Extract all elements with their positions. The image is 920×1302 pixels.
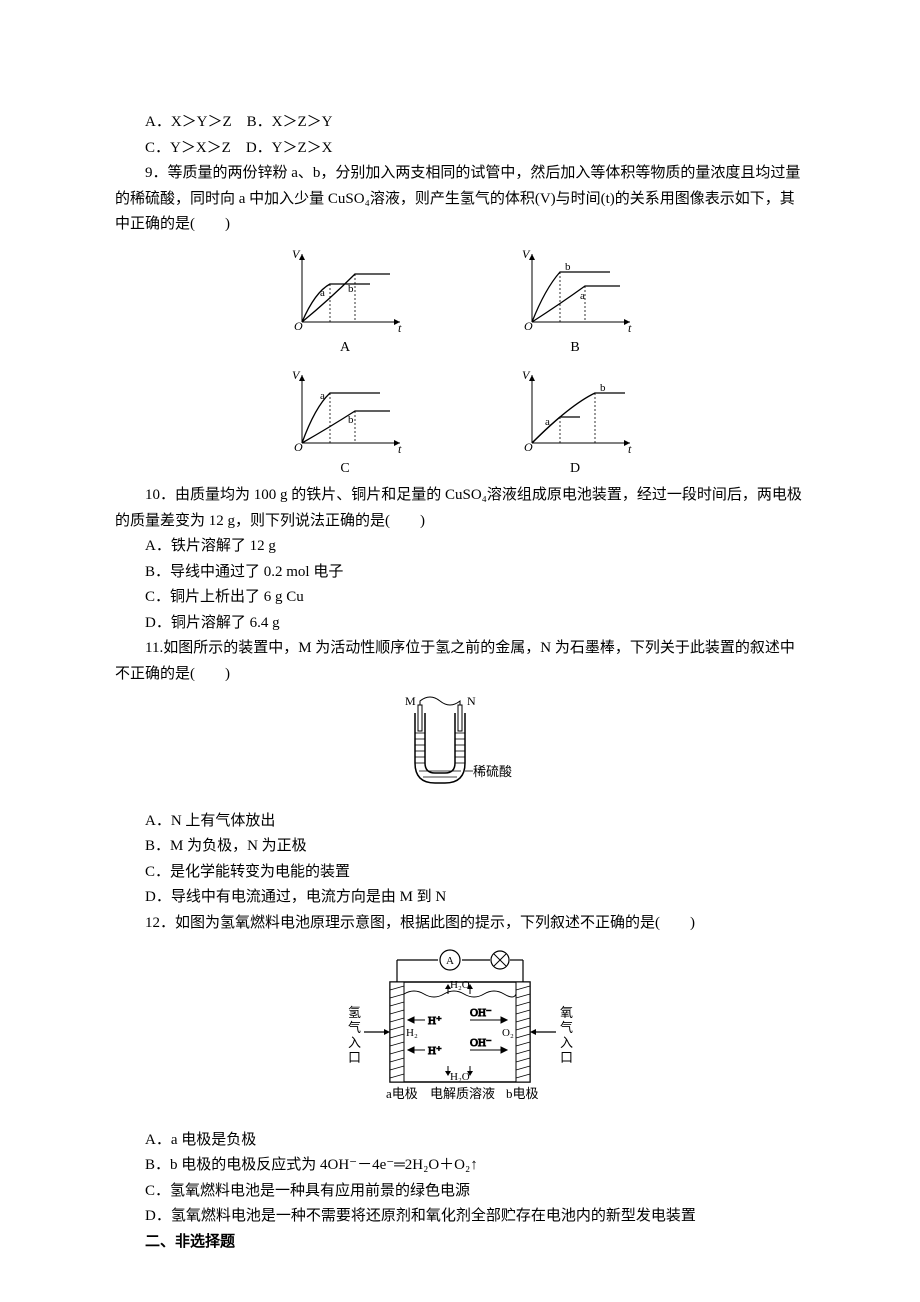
svg-text:H⁺: H⁺: [428, 1015, 442, 1027]
svg-text:OH⁻: OH⁻: [470, 1037, 492, 1049]
q11-optD: D．导线中有电流通过，电流方向是由 M 到 N: [115, 885, 805, 911]
q9-graph-C: O t V a b: [280, 365, 410, 455]
q11-diagram-wrap: M N 稀硫酸: [115, 693, 805, 803]
q10-optB: B．导线中通过了 0.2 mol 电子: [115, 560, 805, 586]
q9-label-C: C: [340, 457, 349, 481]
svg-text:b: b: [600, 382, 606, 394]
svg-text:H⁺: H⁺: [428, 1045, 442, 1057]
q9-fig-row2: O t V a b C O t V: [115, 365, 805, 481]
svg-text:t: t: [628, 442, 632, 455]
svg-text:O₂: O₂: [502, 1027, 514, 1039]
svg-text:H₂: H₂: [406, 1027, 418, 1039]
q12-optA: A．a 电极是负极: [115, 1128, 805, 1154]
svg-text:a电极: a电极: [386, 1086, 418, 1101]
q12-diagram-wrap: A H₂O H₂O H⁺ OH⁻ H⁺ OH⁻ H₂: [115, 942, 805, 1122]
svg-text:a: a: [580, 290, 585, 302]
svg-text:氧: 氧: [560, 1005, 573, 1020]
svg-text:口: 口: [348, 1050, 361, 1065]
svg-text:O: O: [294, 319, 303, 333]
page: A．X＞Y＞Z B．X＞Z＞Y C．Y＞X＞Z D．Y＞Z＞X 9．等质量的两份…: [0, 0, 920, 1302]
svg-text:H₂O: H₂O: [450, 1071, 470, 1083]
svg-text:b: b: [565, 261, 571, 273]
svg-text:a: a: [545, 416, 550, 428]
q10-stem: 10．由质量均为 100 g 的铁片、铜片和足量的 CuSO₄溶液组成原电池装置…: [115, 483, 805, 534]
section-2-heading: 二、非选择题: [115, 1230, 805, 1256]
q9-label-A: A: [340, 336, 350, 360]
q8-opt-line2: C．Y＞X＞Z D．Y＞Z＞X: [115, 136, 805, 162]
q9-fig-D: O t V b a D: [510, 365, 640, 481]
q11-optB: B．M 为负极，N 为正极: [115, 834, 805, 860]
q8-opt-line1: A．X＞Y＞Z B．X＞Z＞Y: [115, 110, 805, 136]
q11-optA: A．N 上有气体放出: [115, 809, 805, 835]
q9-fig-C: O t V a b C: [280, 365, 410, 481]
svg-text:a: a: [320, 287, 325, 299]
q9-label-D: D: [570, 457, 580, 481]
svg-text:t: t: [398, 442, 402, 455]
svg-text:a: a: [320, 390, 325, 402]
q12-optD: D．氢氧燃料电池是一种不需要将还原剂和氧化剂全部贮存在电池内的新型发电装置: [115, 1204, 805, 1230]
svg-text:A: A: [446, 955, 454, 967]
svg-text:b: b: [348, 414, 354, 426]
q12-diagram: A H₂O H₂O H⁺ OH⁻ H⁺ OH⁻ H₂: [330, 942, 590, 1112]
svg-text:入: 入: [560, 1035, 573, 1050]
svg-text:电解质溶液: 电解质溶液: [430, 1086, 495, 1101]
q11-optC: C．是化学能转变为电能的装置: [115, 860, 805, 886]
svg-text:b: b: [348, 283, 354, 295]
q9-graph-B: O t V b a: [510, 244, 640, 334]
q9-fig-B: O t V b a B: [510, 244, 640, 360]
svg-text:H₂O: H₂O: [450, 979, 470, 991]
svg-text:O: O: [524, 319, 533, 333]
q9-graph-D: O t V b a: [510, 365, 640, 455]
svg-text:入: 入: [348, 1035, 361, 1050]
q12-optC: C．氢氧燃料电池是一种具有应用前景的绿色电源: [115, 1179, 805, 1205]
svg-text:OH⁻: OH⁻: [470, 1007, 492, 1019]
q10-optA: A．铁片溶解了 12 g: [115, 534, 805, 560]
q12-stem: 12．如图为氢氧燃料电池原理示意图，根据此图的提示，下列叙述不正确的是( ): [115, 911, 805, 937]
q12-optB: B．b 电极的电极反应式为 4OH⁻－4e⁻═2H₂O＋O₂↑: [115, 1153, 805, 1179]
q11-diagram: M N 稀硫酸: [385, 693, 535, 793]
q10-optC: C．铜片上析出了 6 g Cu: [115, 585, 805, 611]
svg-text:氢: 氢: [348, 1005, 361, 1020]
svg-text:b电极: b电极: [506, 1086, 539, 1101]
svg-text:口: 口: [560, 1050, 573, 1065]
svg-text:气: 气: [560, 1020, 573, 1035]
svg-text:气: 气: [348, 1020, 361, 1035]
q11-stem: 11.如图所示的装置中，M 为活动性顺序位于氢之前的金属，N 为石墨棒，下列关于…: [115, 636, 805, 687]
q9-fig-A: O t V a b A: [280, 244, 410, 360]
q11-electrolyte-label: 稀硫酸: [473, 764, 512, 779]
q9-stem: 9．等质量的两份锌粉 a、b，分别加入两支相同的试管中，然后加入等体积等物质的量…: [115, 161, 805, 238]
svg-text:t: t: [398, 321, 402, 334]
q9-label-B: B: [570, 336, 579, 360]
svg-text:O: O: [524, 440, 533, 454]
q11-N-label: N: [467, 694, 476, 708]
svg-text:t: t: [628, 321, 632, 334]
q9-graph-A: O t V a b: [280, 244, 410, 334]
q10-optD: D．铜片溶解了 6.4 g: [115, 611, 805, 637]
q9-fig-row1: O t V a b A O t V: [115, 244, 805, 360]
q11-M-label: M: [405, 694, 416, 708]
